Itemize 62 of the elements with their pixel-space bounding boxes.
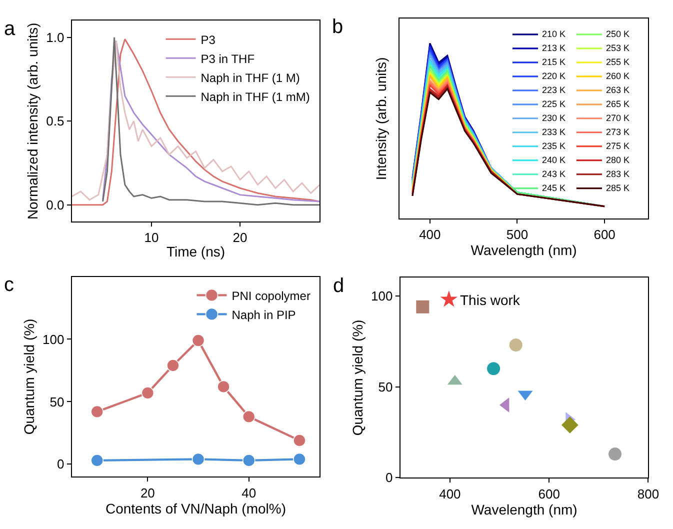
- legend-label: 260 K: [606, 71, 630, 81]
- x-tick-label: 20: [232, 230, 248, 246]
- legend-label: 223 K: [542, 85, 566, 95]
- x-axis-title: Wavelength (nm): [470, 242, 577, 258]
- y-tick-label: 0: [386, 470, 393, 486]
- y-tick-label: 0.0: [46, 197, 64, 212]
- legend-label: PNI copolymer: [232, 288, 310, 303]
- legend-label: 285 K: [606, 183, 630, 193]
- x-tick-label: 40: [242, 485, 256, 500]
- x-axis-title: Wavelength (nm): [471, 501, 578, 518]
- y-tick-label: 50: [378, 379, 393, 394]
- chart-title: b: [332, 16, 344, 38]
- y-axis-title: Normalized intensity (arb. units): [24, 22, 41, 220]
- chart-title: c: [4, 274, 14, 296]
- legend-label: 233 K: [542, 127, 566, 137]
- legend-label: 255 K: [606, 57, 630, 67]
- legend-label: 245 K: [542, 183, 566, 193]
- legend-label: 280 K: [606, 155, 630, 165]
- x-axis-title: Contents of VN/Naph (mol%): [105, 500, 286, 516]
- legend-label: 263 K: [606, 85, 630, 95]
- legend-label: Naph in THF (1 mM): [200, 90, 310, 104]
- legend-label: 243 K: [542, 169, 566, 179]
- y-tick-label: 100: [42, 332, 64, 347]
- x-tick-label: 20: [140, 485, 155, 500]
- x-tick-label: 10: [144, 230, 159, 246]
- y-tick-label: 0: [56, 456, 64, 472]
- annotation: This work: [460, 292, 521, 308]
- chart-title: a: [4, 18, 16, 40]
- legend-label: 283 K: [606, 169, 630, 179]
- legend-label: 250 K: [606, 29, 630, 39]
- legend-label: 253 K: [606, 43, 630, 53]
- legend-label: P3: [200, 32, 216, 47]
- y-axis-title: Quantum yield (%): [350, 320, 366, 436]
- y-tick-label: 50: [50, 394, 64, 410]
- legend-label: Naph in THF (1 M): [200, 70, 300, 85]
- legend-label: 220 K: [542, 71, 566, 81]
- legend-label: 240 K: [542, 155, 566, 165]
- x-axis-title: Time (ns): [166, 243, 226, 260]
- legend-label: 230 K: [542, 113, 566, 123]
- legend-label: 225 K: [542, 99, 566, 109]
- legend-label: 213 K: [542, 43, 566, 53]
- legend-label: P3 in THF: [200, 52, 255, 66]
- y-tick-label: 100: [371, 288, 393, 304]
- x-tick-label: 400: [439, 486, 461, 502]
- y-axis-title: Quantum yield (%): [21, 318, 38, 435]
- chart-title: d: [333, 275, 344, 297]
- legend-label: 210 K: [542, 29, 566, 39]
- x-tick-label: 400: [419, 227, 441, 242]
- x-tick-label: 800: [637, 486, 660, 502]
- legend-label: 235 K: [542, 141, 566, 151]
- x-tick-label: 500: [506, 227, 528, 242]
- legend-label: 215 K: [542, 57, 566, 67]
- legend-label: 270 K: [606, 113, 630, 123]
- y-tick-label: 0.5: [46, 114, 64, 129]
- legend-label: 273 K: [606, 127, 630, 137]
- y-axis-title: Intensity (arb. units): [372, 57, 389, 180]
- legend-label: 265 K: [606, 99, 630, 109]
- y-tick-label: 1.0: [46, 30, 64, 45]
- x-tick-label: 600: [594, 227, 616, 242]
- legend-label: 275 K: [606, 141, 630, 151]
- legend-label: Naph in PIP: [232, 308, 296, 322]
- x-tick-label: 600: [538, 486, 560, 502]
